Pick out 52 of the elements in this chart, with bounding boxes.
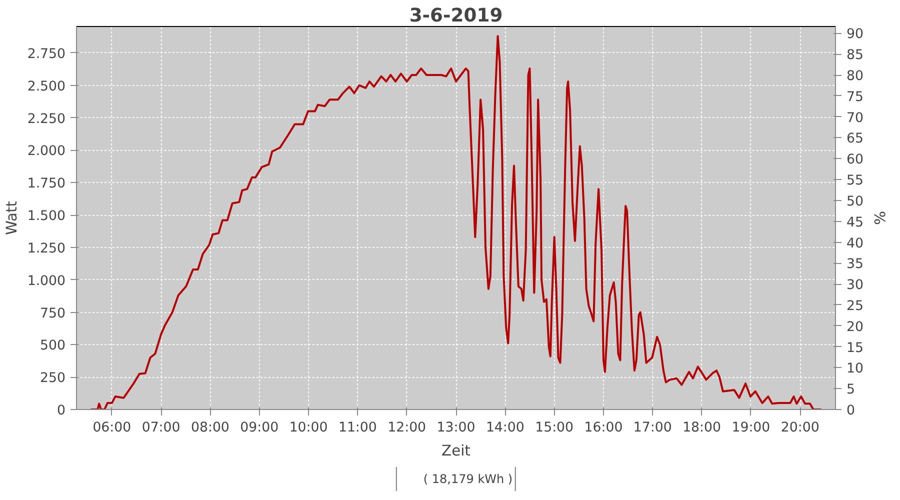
y-tick-label: 750 (40, 306, 66, 322)
x-tick-label: 11:00 (338, 420, 377, 436)
y-tick-label: 1.750 (27, 176, 66, 192)
y2-tick-label: 55 (846, 174, 864, 189)
y-tick-label: 500 (40, 338, 66, 354)
x-tick-label: 17:00 (633, 420, 672, 436)
y2-tick-label: 65 (846, 132, 864, 147)
y2-tick-label: 45 (846, 215, 864, 230)
y-tick-label: 1.500 (27, 209, 66, 224)
y-tick-label: 1.000 (27, 274, 66, 289)
y2-tick-label: 15 (846, 340, 864, 356)
x-tick-label: 16:00 (584, 420, 623, 436)
x-tick-label: 14:00 (486, 420, 524, 436)
x-tick-label: 20:00 (780, 420, 820, 436)
y2-tick-label: 80 (846, 69, 864, 84)
y-tick-label: 2.250 (27, 112, 66, 127)
y2-axis-title: % (870, 211, 888, 226)
y2-tick-label: 35 (846, 257, 864, 272)
x-tick-label: 06:00 (92, 420, 132, 436)
y-tick-label: 2.000 (27, 144, 66, 160)
y2-tick-label: 90 (846, 27, 864, 42)
y-tick-label: 0 (57, 404, 66, 418)
x-tick-label: 18:00 (682, 420, 722, 436)
y2-tick-label: 85 (846, 48, 864, 64)
x-tick-label: 07:00 (142, 420, 180, 436)
y2-tick-label: 75 (846, 90, 864, 105)
y-tick-label: 2.500 (27, 79, 66, 94)
y-tick-label: 2.750 (27, 46, 66, 62)
x-tick-label: 12:00 (388, 420, 426, 436)
y2-tick-label: 30 (846, 278, 864, 294)
y2-tick-label: 10 (846, 362, 864, 377)
x-tick-label: 09:00 (240, 420, 279, 436)
y2-tick-label: 70 (846, 110, 864, 126)
x-tick-label: 13:00 (436, 420, 476, 436)
y2-tick-label: 5 (846, 382, 855, 398)
text: ( 18,179 kWh ) (423, 472, 513, 486)
y2-tick-label: 50 (846, 194, 864, 210)
y2-tick-label: 40 (846, 236, 864, 252)
x-tick-label: 10:00 (289, 420, 328, 436)
line-series (90, 35, 822, 410)
x-axis-title: Zeit (442, 442, 471, 460)
y-axis-title: Watt (3, 200, 20, 236)
y2-tick-label: 0 (846, 404, 855, 418)
x-tick-label: 08:00 (191, 420, 230, 436)
y-tick-label: 1.250 (27, 241, 66, 256)
y2-tick-label: 20 (846, 320, 864, 335)
y2-tick-label: 60 (846, 152, 864, 168)
chart-title: 3-6-2019 (409, 6, 503, 26)
x-tick-label: 15:00 (535, 420, 574, 436)
y-tick-label: 250 (40, 371, 66, 386)
y2-tick-label: 25 (846, 298, 864, 314)
x-tick-label: 19:00 (732, 420, 770, 436)
